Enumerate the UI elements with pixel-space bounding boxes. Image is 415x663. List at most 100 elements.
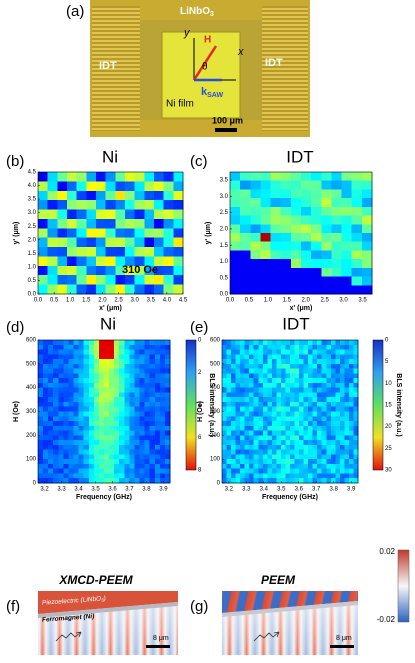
heatmap-cell xyxy=(125,190,136,201)
heatmap-cell xyxy=(294,463,300,470)
heatmap-cell xyxy=(115,237,126,248)
heatmap-cell xyxy=(303,397,309,403)
heatmap-cell xyxy=(270,224,282,234)
heatmap-cell xyxy=(73,382,80,389)
heatmap-cell xyxy=(303,454,309,460)
heatmap-cell xyxy=(267,359,273,365)
heatmap-cell xyxy=(348,354,354,360)
heatmap-cell xyxy=(235,425,241,431)
heatmap-cell xyxy=(68,392,74,398)
heatmap-cell xyxy=(114,478,120,484)
heatmap-cell xyxy=(43,363,49,369)
heatmap-cell xyxy=(330,411,336,417)
heatmap-cell xyxy=(250,259,261,269)
heatmap-cell xyxy=(262,387,268,393)
heatmap-cell xyxy=(114,401,120,408)
heatmap-cell xyxy=(139,468,146,474)
heatmap-cell xyxy=(109,363,115,369)
heatmap-cell xyxy=(344,468,350,474)
heatmap-cell xyxy=(353,449,359,455)
heatmap-cell xyxy=(154,340,161,346)
heatmap-cell xyxy=(43,401,49,408)
heatmap-cell xyxy=(134,349,140,355)
heatmap-cell xyxy=(109,401,115,408)
heatmap-cell xyxy=(83,416,90,422)
heatmap-cell xyxy=(73,340,80,346)
heatmap-cell xyxy=(68,430,74,436)
heatmap-cell xyxy=(326,468,332,474)
heatmap-cell xyxy=(299,416,304,422)
heatmap-cell xyxy=(109,473,115,479)
heatmap-cell xyxy=(285,468,291,474)
heatmap-cell xyxy=(267,454,273,460)
heatmap-cell xyxy=(311,241,322,251)
heatmap-cell xyxy=(290,344,295,350)
heatmap-cell xyxy=(339,354,345,360)
heatmap-cell xyxy=(96,256,107,267)
heatmap-cell xyxy=(267,344,273,350)
heatmap-cell xyxy=(230,172,241,182)
heatmap-cell xyxy=(344,359,350,365)
heatmap-cell xyxy=(134,401,140,408)
heatmap-cell xyxy=(299,449,304,455)
heatmap-cell xyxy=(109,354,115,360)
heatmap-cell xyxy=(330,340,336,346)
heatmap-cell xyxy=(115,172,126,182)
heatmap-cell xyxy=(38,363,44,369)
heatmap-cell xyxy=(129,392,135,398)
heatmap-cell xyxy=(63,478,69,484)
heatmap-cell xyxy=(134,190,145,201)
heatmap-cell xyxy=(308,387,314,393)
heatmap-cell xyxy=(115,284,126,295)
heatmap-cell xyxy=(139,435,146,441)
heatmap-cell xyxy=(244,463,250,470)
heatmap-cell xyxy=(312,459,318,465)
heatmap-cell xyxy=(139,463,146,470)
heatmap-cell xyxy=(83,468,90,474)
heatmap-cell xyxy=(164,340,171,346)
heatmap-cell xyxy=(267,440,273,446)
heatmap-cell xyxy=(129,440,135,446)
heatmap-cell xyxy=(38,478,44,484)
heatmap-cell xyxy=(290,206,302,216)
interface xyxy=(222,601,358,617)
heatmap-cell xyxy=(339,435,345,441)
heatmap-cell xyxy=(104,401,110,408)
heatmap-cell xyxy=(290,397,295,403)
heatmap-cell xyxy=(240,454,246,460)
heatmap-cell xyxy=(73,430,80,436)
scale-bar xyxy=(330,645,354,648)
heatmap-cell xyxy=(58,468,64,474)
heatmap-cell xyxy=(83,454,90,460)
y-tick-label: 600 xyxy=(210,338,221,344)
heatmap-cell xyxy=(154,218,165,229)
heatmap-cell xyxy=(308,421,314,427)
heatmap-cell xyxy=(312,378,318,384)
heatmap-cell xyxy=(235,449,241,455)
heatmap-cell xyxy=(250,285,261,295)
heatmap-cell xyxy=(361,267,373,277)
colorbar-tick: 2 xyxy=(198,370,202,376)
heatmap-cell xyxy=(344,368,350,374)
heatmap-cell xyxy=(119,368,125,374)
heatmap-cell xyxy=(48,382,54,389)
heatmap-cell xyxy=(321,340,327,346)
heatmap-cell xyxy=(330,368,336,374)
heatmap-cell xyxy=(240,449,246,455)
heatmap-cell xyxy=(83,425,90,431)
heatmap-cell xyxy=(114,454,120,460)
y-axis-label: y' (μm) xyxy=(205,222,212,245)
heatmap-cell xyxy=(294,478,300,484)
heatmap-cell xyxy=(260,224,271,234)
heatmap-cell xyxy=(98,373,105,379)
heatmap-cell xyxy=(104,435,110,441)
heatmap-cell xyxy=(73,368,80,374)
heatmap-cell xyxy=(301,206,312,216)
heatmap-cell xyxy=(173,265,184,276)
heatmap-cell xyxy=(321,363,327,369)
heatmap-cell xyxy=(339,392,345,398)
heatmap-cell xyxy=(83,354,90,360)
heatmap-cell xyxy=(88,425,95,431)
heatmap-cell xyxy=(326,344,332,350)
heatmap-cell xyxy=(67,265,78,276)
